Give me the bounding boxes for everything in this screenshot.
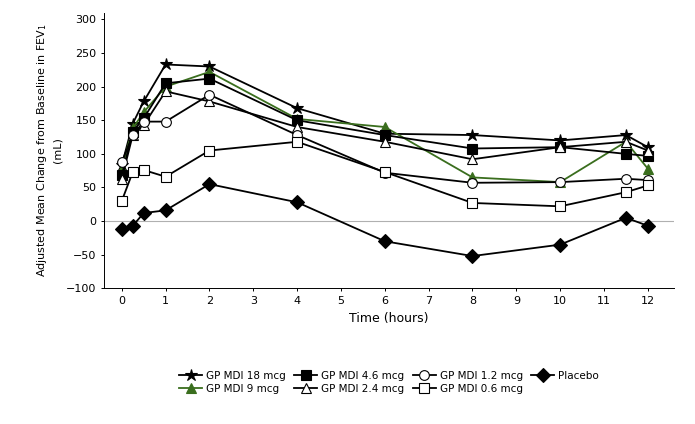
Placebo — [468, 254, 477, 259]
GP MDI 0.6 mcg — [293, 139, 302, 144]
GP MDI 9 mcg — [129, 126, 137, 131]
GP MDI 1.2 mcg — [622, 176, 630, 181]
X-axis label: Time (hours): Time (hours) — [350, 312, 429, 324]
GP MDI 4.6 mcg — [140, 116, 148, 121]
Placebo — [161, 208, 170, 213]
GP MDI 18 mcg — [644, 145, 652, 150]
Placebo — [129, 223, 137, 229]
GP MDI 1.2 mcg — [293, 133, 302, 138]
GP MDI 4.6 mcg — [644, 153, 652, 159]
GP MDI 0.6 mcg — [556, 204, 564, 209]
GP MDI 4.6 mcg — [622, 151, 630, 156]
GP MDI 2.4 mcg — [644, 148, 652, 153]
GP MDI 4.6 mcg — [129, 129, 137, 134]
Legend: GP MDI 18 mcg, GP MDI 9 mcg, GP MDI 4.6 mcg, GP MDI 2.4 mcg, GP MDI 1.2 mcg, GP : GP MDI 18 mcg, GP MDI 9 mcg, GP MDI 4.6 … — [179, 371, 599, 394]
GP MDI 18 mcg — [117, 163, 126, 168]
Placebo — [556, 242, 564, 247]
Placebo — [622, 215, 630, 220]
GP MDI 2.4 mcg — [205, 99, 213, 104]
Line: GP MDI 1.2 mcg: GP MDI 1.2 mcg — [117, 90, 653, 188]
GP MDI 9 mcg — [622, 139, 630, 144]
GP MDI 9 mcg — [644, 166, 652, 171]
Placebo — [381, 239, 389, 244]
GP MDI 4.6 mcg — [117, 173, 126, 178]
Line: GP MDI 2.4 mcg: GP MDI 2.4 mcg — [117, 86, 653, 184]
GP MDI 0.6 mcg — [129, 170, 137, 175]
GP MDI 0.6 mcg — [468, 201, 477, 206]
GP MDI 0.6 mcg — [205, 148, 213, 153]
Line: GP MDI 0.6 mcg: GP MDI 0.6 mcg — [117, 137, 653, 211]
GP MDI 18 mcg — [622, 133, 630, 138]
GP MDI 1.2 mcg — [205, 92, 213, 97]
GP MDI 2.4 mcg — [140, 123, 148, 128]
GP MDI 0.6 mcg — [381, 170, 389, 175]
GP MDI 0.6 mcg — [622, 190, 630, 195]
GP MDI 9 mcg — [161, 84, 170, 89]
GP MDI 9 mcg — [117, 166, 126, 171]
Placebo — [140, 210, 148, 215]
GP MDI 18 mcg — [556, 138, 564, 143]
GP MDI 4.6 mcg — [293, 118, 302, 123]
GP MDI 9 mcg — [140, 110, 148, 115]
GP MDI 2.4 mcg — [556, 145, 564, 150]
Placebo — [293, 200, 302, 205]
GP MDI 9 mcg — [556, 180, 564, 185]
Line: GP MDI 18 mcg: GP MDI 18 mcg — [115, 58, 654, 172]
GP MDI 18 mcg — [140, 99, 148, 104]
Line: GP MDI 4.6 mcg: GP MDI 4.6 mcg — [117, 74, 653, 180]
GP MDI 4.6 mcg — [381, 133, 389, 138]
GP MDI 4.6 mcg — [205, 76, 213, 81]
GP MDI 9 mcg — [293, 116, 302, 121]
GP MDI 1.2 mcg — [644, 178, 652, 183]
GP MDI 1.2 mcg — [556, 180, 564, 185]
GP MDI 1.2 mcg — [468, 180, 477, 185]
GP MDI 9 mcg — [381, 125, 389, 130]
GP MDI 18 mcg — [293, 106, 302, 111]
GP MDI 4.6 mcg — [161, 81, 170, 86]
Line: Placebo: Placebo — [117, 179, 653, 261]
GP MDI 2.4 mcg — [129, 133, 137, 138]
GP MDI 0.6 mcg — [161, 174, 170, 179]
GP MDI 2.4 mcg — [468, 157, 477, 162]
Y-axis label: Adjusted Mean Change from Baseline in FEV$_1$
(mL): Adjusted Mean Change from Baseline in FE… — [35, 24, 62, 277]
GP MDI 9 mcg — [468, 175, 477, 180]
GP MDI 1.2 mcg — [129, 133, 137, 138]
GP MDI 1.2 mcg — [140, 119, 148, 124]
GP MDI 4.6 mcg — [468, 146, 477, 151]
GP MDI 2.4 mcg — [117, 176, 126, 181]
GP MDI 1.2 mcg — [161, 119, 170, 124]
GP MDI 0.6 mcg — [140, 167, 148, 173]
GP MDI 2.4 mcg — [293, 125, 302, 130]
GP MDI 2.4 mcg — [622, 139, 630, 144]
Placebo — [644, 223, 652, 229]
GP MDI 1.2 mcg — [381, 170, 389, 175]
GP MDI 9 mcg — [205, 70, 213, 75]
Line: GP MDI 9 mcg: GP MDI 9 mcg — [117, 67, 653, 187]
GP MDI 18 mcg — [205, 64, 213, 69]
GP MDI 0.6 mcg — [644, 183, 652, 188]
GP MDI 4.6 mcg — [556, 145, 564, 150]
GP MDI 18 mcg — [468, 133, 477, 138]
Placebo — [117, 226, 126, 232]
Placebo — [205, 181, 213, 187]
GP MDI 2.4 mcg — [381, 139, 389, 144]
GP MDI 18 mcg — [381, 131, 389, 136]
GP MDI 2.4 mcg — [161, 89, 170, 94]
GP MDI 18 mcg — [161, 62, 170, 67]
GP MDI 1.2 mcg — [117, 159, 126, 165]
GP MDI 0.6 mcg — [117, 198, 126, 204]
GP MDI 18 mcg — [129, 121, 137, 126]
